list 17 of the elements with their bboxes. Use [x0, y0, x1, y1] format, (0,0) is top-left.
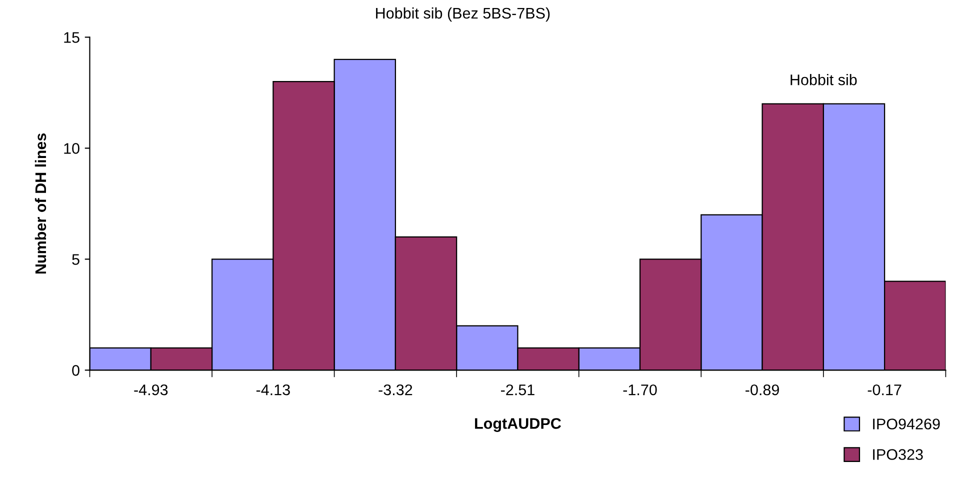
y-tick-label: 10 [64, 143, 80, 154]
x-tick-label: -2.51 [500, 384, 534, 396]
y-axis-title: Number of DH lines [34, 133, 46, 274]
x-tick-label: -4.93 [134, 384, 168, 396]
x-tick-label: -4.13 [256, 384, 290, 396]
x-tick-label: -3.32 [378, 384, 412, 396]
legend-label: IPO94269 [873, 418, 940, 430]
legend-label: IPO323 [873, 449, 923, 460]
x-axis-title: LogtAUDPC [475, 418, 562, 432]
y-tick-label: 5 [72, 254, 80, 265]
y-tick-label: 15 [64, 32, 80, 43]
annotation: Hobbit sib [790, 74, 857, 86]
x-tick-label: -0.89 [746, 384, 779, 396]
text: Hobbit sib (Bez 5BS-7BS) [376, 7, 550, 22]
y-tick-label: 0 [72, 365, 80, 376]
x-tick-label: -0.17 [868, 384, 902, 396]
x-tick-label: -1.70 [623, 384, 657, 396]
